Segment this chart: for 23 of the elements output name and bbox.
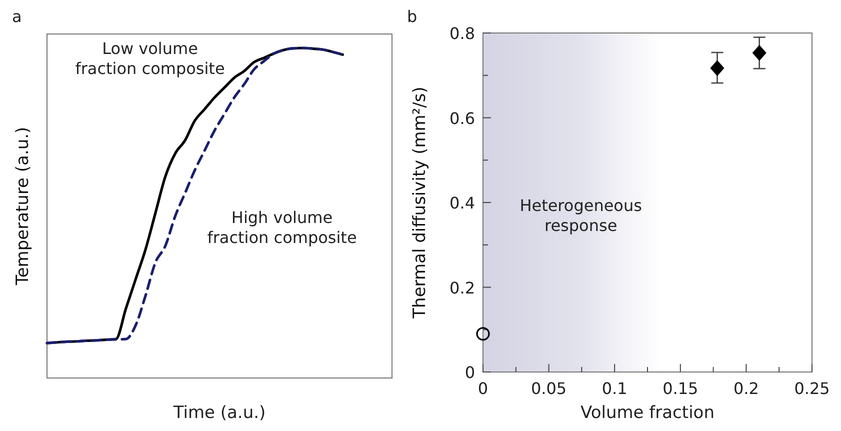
band-label: Heterogeneous response: [520, 196, 642, 235]
x-tick-label: 0.25: [794, 379, 830, 398]
x-tick-label: 0.1: [602, 379, 628, 398]
x-axis-title: Time (a.u.): [172, 403, 266, 423]
point: [476, 327, 490, 341]
y-axis-title: Temperature (a.u.): [13, 126, 33, 286]
point: [710, 60, 724, 76]
y-tick-label: 0.4: [450, 194, 475, 212]
x-tick-label: 0.15: [662, 379, 698, 398]
annotation: High volume fraction composite: [207, 208, 357, 247]
y-axis-title: Thermal diffusivity (mm²/s): [410, 86, 430, 320]
chart-title: a: [12, 7, 22, 26]
point: [752, 44, 766, 61]
chart-title: b: [407, 7, 418, 26]
y-tick-label: 0: [464, 363, 475, 382]
x-tick-label: 0: [478, 379, 488, 398]
x-tick-label: 0.2: [733, 379, 759, 398]
y-tick-label: 0.6: [450, 108, 475, 128]
annotation: Low volume fraction composite: [75, 39, 225, 78]
y-tick-label: 0.2: [450, 278, 475, 298]
x-axis-title: Volume fraction: [580, 403, 714, 423]
x-tick-label: 0.05: [530, 379, 567, 398]
y-tick-label: 0.8: [450, 24, 475, 43]
